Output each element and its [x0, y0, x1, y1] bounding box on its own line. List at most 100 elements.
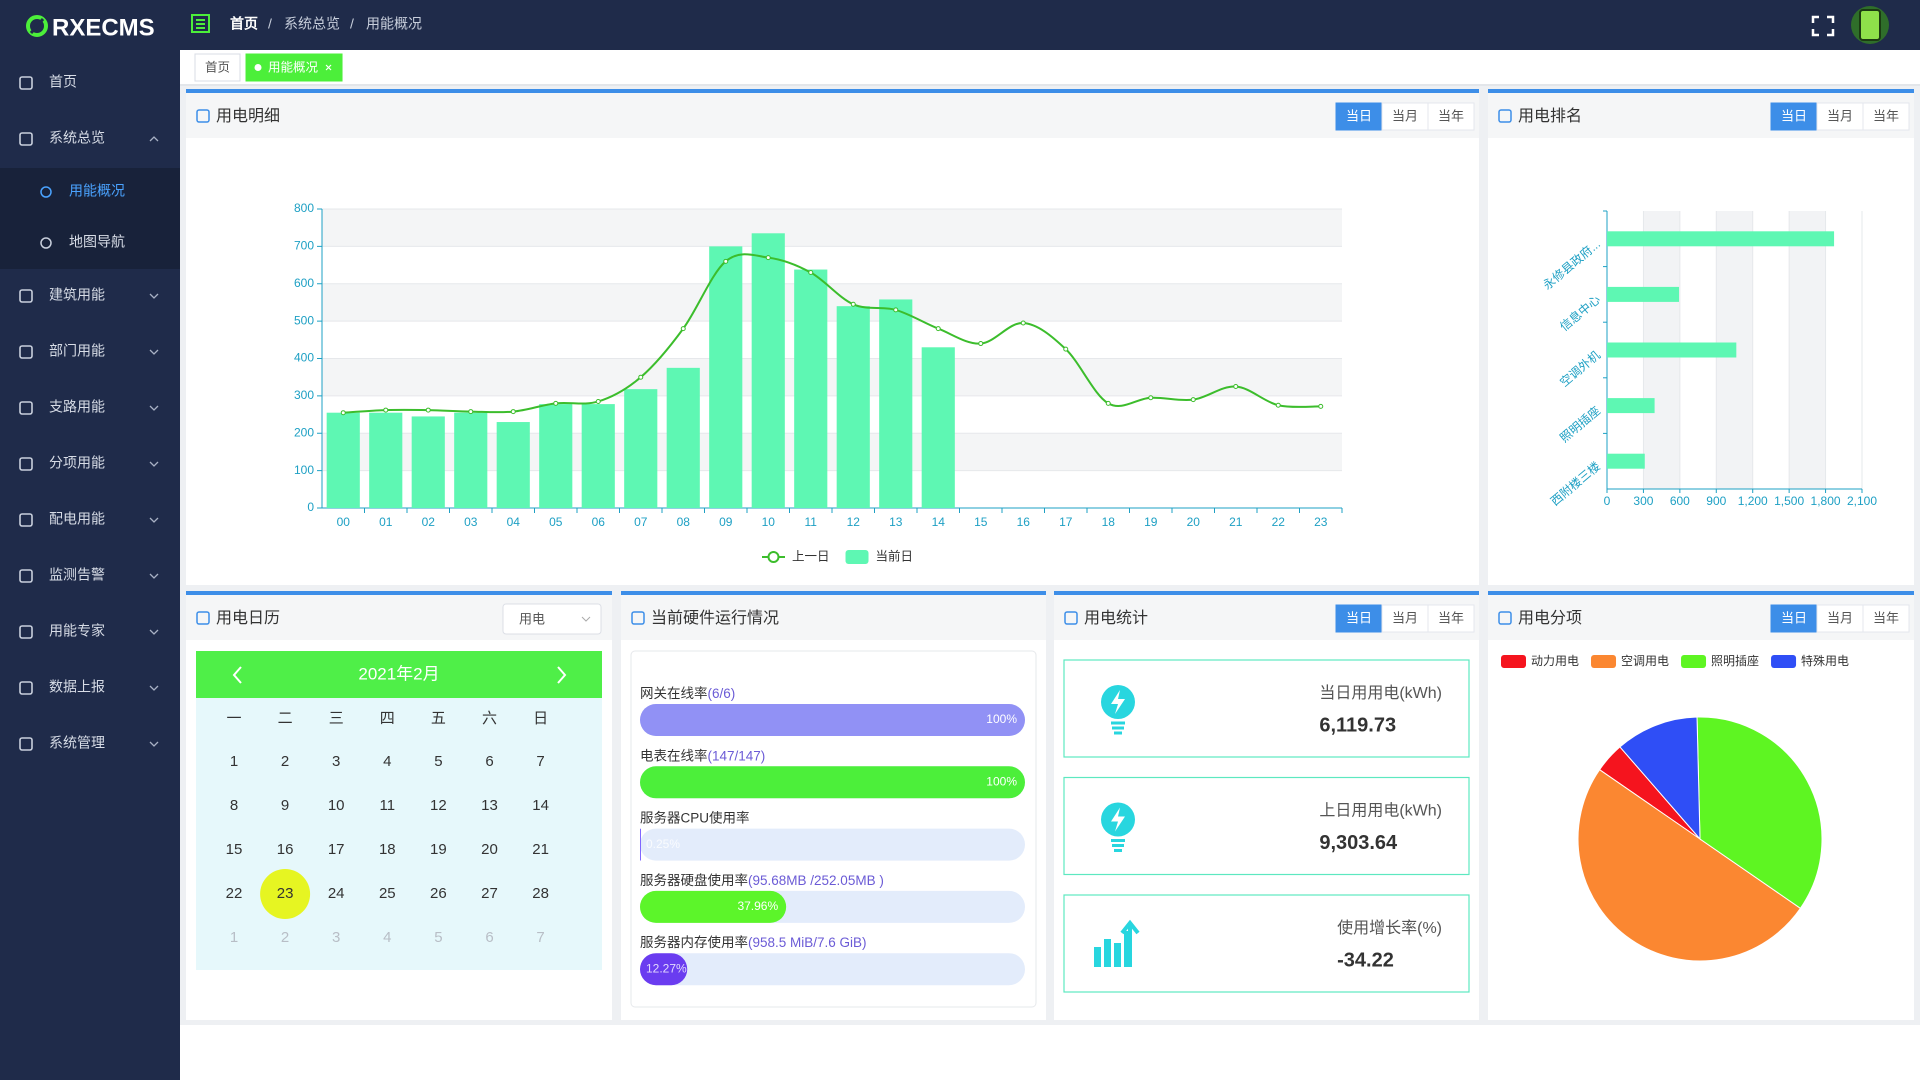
avatar[interactable]	[1851, 6, 1889, 44]
select-box[interactable]	[502, 603, 602, 635]
fullscreen-button[interactable]	[1811, 15, 1835, 37]
calendar-day[interactable]: 5	[434, 753, 442, 770]
period-button[interactable]	[1427, 102, 1475, 131]
calendar-day-next-month[interactable]: 2	[281, 929, 289, 946]
period-button[interactable]	[1381, 102, 1429, 131]
calendar-day[interactable]: 12	[430, 797, 447, 814]
menu-item[interactable]: 建筑用能	[49, 287, 105, 303]
calendar-day[interactable]: 18	[379, 841, 396, 858]
menu-item[interactable]: 数据上报	[49, 679, 105, 695]
period-button[interactable]	[1816, 604, 1864, 633]
pie-slice	[1577, 769, 1802, 961]
menu-item[interactable]: 配电用能	[49, 511, 105, 527]
calendar-day[interactable]: 28	[532, 885, 549, 902]
grid-band	[1789, 211, 1826, 489]
period-button[interactable]	[1335, 102, 1383, 131]
top-bar	[0, 0, 1920, 50]
calendar-prev[interactable]	[232, 666, 242, 684]
hardware-label-text: 网关在线率	[640, 685, 708, 701]
menu-icon	[19, 401, 33, 415]
menu-arrow	[149, 629, 159, 635]
calendar-weekday: 三	[329, 710, 344, 727]
calendar-day[interactable]: 8	[230, 797, 238, 814]
x-tick-label: 1,500	[1774, 494, 1804, 508]
calendar-month: 2021年2月	[358, 664, 439, 683]
panel-header	[186, 93, 1479, 138]
calendar-day[interactable]: 21	[532, 841, 549, 858]
calendar-day[interactable]: 10	[328, 797, 345, 814]
bar	[1607, 398, 1655, 414]
menu-item[interactable]: 系统总览	[49, 130, 105, 146]
grid-band	[322, 358, 1342, 396]
stat-value: 9,303.64	[1319, 832, 1398, 854]
calendar-day[interactable]: 23	[277, 885, 294, 902]
menu-item[interactable]: 支路用能	[49, 399, 105, 415]
submenu-item[interactable]: 地图导航	[69, 234, 125, 250]
breadcrumb-item[interactable]: 系统总览	[284, 16, 340, 32]
stat-icon-bar	[1104, 939, 1111, 967]
period-button[interactable]	[1770, 604, 1818, 633]
calendar-day[interactable]: 7	[536, 753, 544, 770]
calendar-day[interactable]: 9	[281, 797, 289, 814]
menu-arrow	[149, 293, 159, 299]
calendar-day-next-month[interactable]: 3	[332, 929, 340, 946]
calendar-day-next-month[interactable]: 1	[230, 929, 238, 946]
menu-item[interactable]: 监测告警	[49, 567, 105, 583]
x-tick-label: 1,200	[1738, 494, 1768, 508]
calendar-day[interactable]: 1	[230, 753, 238, 770]
y-tick-label: 700	[294, 239, 314, 253]
menu-arrow	[149, 461, 159, 467]
calendar-day[interactable]: 2	[281, 753, 289, 770]
period-button[interactable]	[1816, 102, 1864, 131]
tab-label: 首页	[205, 60, 230, 74]
period-button[interactable]	[1427, 604, 1475, 633]
calendar-day[interactable]: 15	[226, 841, 243, 858]
hardware-label: 服务器CPU使用率	[640, 809, 750, 825]
calendar-day[interactable]: 25	[379, 885, 396, 902]
tab-label: 用能概况	[268, 60, 319, 74]
menu-icon	[19, 737, 33, 751]
calendar-day[interactable]: 6	[485, 753, 493, 770]
calendar-day[interactable]: 3	[332, 753, 340, 770]
calendar-day-next-month[interactable]: 7	[536, 929, 544, 946]
period-button[interactable]	[1862, 102, 1910, 131]
breadcrumb-item[interactable]: 首页	[230, 16, 258, 32]
calendar-day[interactable]: 22	[226, 885, 243, 902]
period-button[interactable]	[1862, 604, 1910, 633]
line-point	[425, 407, 431, 413]
line-point	[680, 326, 686, 332]
calendar-day-next-month[interactable]: 4	[383, 929, 391, 946]
calendar-day[interactable]: 17	[328, 841, 345, 858]
menu-item[interactable]: 分项用能	[49, 455, 105, 471]
stat-value: 6,119.73	[1319, 714, 1396, 736]
menu-toggle[interactable]	[191, 14, 210, 33]
menu-item[interactable]: 用能专家	[49, 623, 105, 639]
calendar-day-next-month[interactable]: 6	[485, 929, 493, 946]
calendar-day[interactable]: 4	[383, 753, 391, 770]
period-button-label: 当日	[1781, 108, 1807, 123]
legend-label: 照明插座	[1711, 653, 1759, 668]
calendar-day[interactable]: 20	[481, 841, 498, 858]
period-button[interactable]	[1381, 604, 1429, 633]
calendar-day-next-month[interactable]: 5	[434, 929, 442, 946]
menu-item[interactable]: 部门用能	[49, 343, 105, 359]
tab[interactable]: 用能概况	[245, 53, 343, 82]
calendar-day[interactable]: 11	[380, 797, 396, 814]
calendar-day[interactable]: 13	[481, 797, 498, 814]
calendar-day[interactable]: 27	[481, 885, 498, 902]
menu-item[interactable]: 首页	[49, 74, 77, 90]
calendar-day[interactable]: 19	[430, 841, 447, 858]
period-button[interactable]	[1335, 604, 1383, 633]
submenu-item[interactable]: 用能概况	[69, 183, 125, 199]
period-button[interactable]	[1770, 102, 1818, 131]
calendar-day[interactable]: 24	[328, 885, 345, 902]
menu-arrow	[149, 573, 159, 579]
menu-item[interactable]: 系统管理	[49, 735, 105, 751]
tab-dot	[254, 64, 262, 71]
tab[interactable]: 首页	[194, 53, 241, 82]
calendar-next[interactable]	[557, 666, 567, 684]
panel-icon	[1498, 109, 1512, 123]
calendar-day[interactable]: 16	[277, 841, 294, 858]
calendar-day[interactable]: 14	[532, 797, 549, 814]
calendar-day[interactable]: 26	[430, 885, 447, 902]
